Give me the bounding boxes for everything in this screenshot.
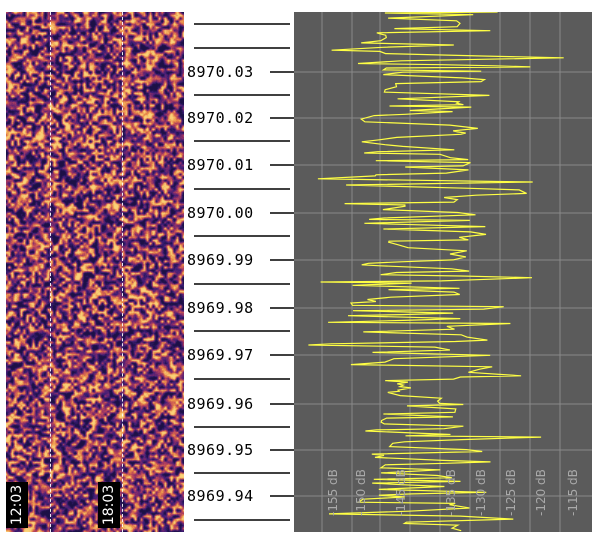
freq-label: 8969.98 (187, 299, 254, 317)
db-label: -155 dB (326, 469, 340, 516)
freq-label: 8970.02 (187, 109, 254, 127)
time-marker-line-2 (122, 12, 123, 532)
freq-label: 8970.03 (187, 63, 254, 81)
time-marker-line-1 (50, 12, 51, 532)
db-label: -120 dB (534, 469, 548, 516)
freq-label: 8969.96 (187, 395, 254, 413)
db-label: -125 dB (504, 469, 518, 516)
freq-label: 8970.00 (187, 204, 254, 222)
freq-label: 8970.01 (187, 156, 254, 174)
time-marker-label-2: 18:03 (98, 482, 120, 528)
spectrum-plot: -155 dB -150 dB -145 dB -135 dB -130 dB … (294, 12, 592, 532)
db-label: -150 dB (354, 469, 368, 516)
freq-label: 8969.94 (187, 487, 254, 505)
freq-label: 8969.97 (187, 346, 254, 364)
db-label: -145 dB (394, 469, 408, 516)
db-label: -115 dB (566, 469, 580, 516)
db-label: -135 dB (444, 469, 458, 516)
freq-label: 8969.95 (187, 441, 254, 459)
waterfall-display (6, 12, 184, 532)
spectrum-trace (308, 12, 564, 532)
time-marker-label-1: 12:03 (6, 482, 28, 528)
freq-label: 8969.99 (187, 251, 254, 269)
frequency-scale: 8970.03 8970.02 8970.01 8970.00 8969.99 … (184, 0, 294, 534)
db-label: -130 dB (474, 469, 488, 516)
